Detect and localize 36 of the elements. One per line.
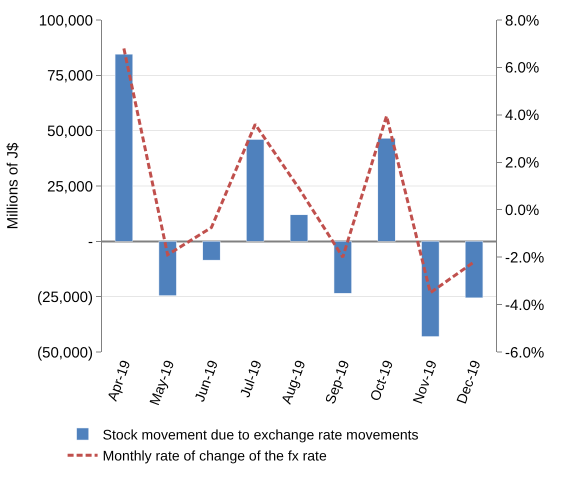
x-tick-label: Jun-19 [191, 358, 221, 404]
y2-tick-label: -2.0% [505, 249, 544, 266]
x-tick-label: Sep-19 [322, 358, 352, 406]
bar [290, 214, 308, 242]
x-tick-label: Oct-19 [366, 358, 396, 403]
legend-label: Monthly rate of change of the fx rate [102, 448, 327, 464]
y2-tick-label: 8.0% [505, 12, 540, 30]
y2-tick-label: -6.0% [505, 344, 544, 362]
y-tick-label: 25,000 [47, 178, 93, 196]
y-tick-label: (25,000) [37, 288, 93, 306]
y-tick-label: 100,000 [38, 12, 93, 30]
x-tick-label: Dec-19 [453, 358, 484, 406]
x-tick-label: Aug-19 [278, 358, 308, 406]
y2-tick-label: -4.0% [505, 296, 544, 314]
y-tick-label: 50,000 [47, 122, 93, 140]
y-tick-label: (50,000) [37, 344, 93, 362]
y2-tick-label: 6.0% [505, 60, 540, 77]
y2-tick-label: 0.0% [505, 202, 540, 219]
y-tick-label: - [88, 234, 93, 251]
y2-tick-label: 2.0% [505, 154, 540, 172]
line-series [122, 46, 476, 294]
bar [378, 138, 396, 242]
x-tick-label: Apr-19 [104, 358, 134, 403]
bar [421, 241, 440, 337]
bar [334, 241, 352, 294]
bar [202, 241, 220, 260]
bar [158, 241, 177, 296]
bar [465, 241, 484, 298]
x-tick-label: Jul-19 [236, 358, 265, 400]
legend-label: Stock movement due to exchange rate movements [102, 426, 419, 442]
x-tick-label: Nov-19 [409, 358, 440, 406]
bar [114, 54, 133, 242]
bar [246, 139, 264, 242]
y-axis-title: Millions of J$ [4, 142, 22, 230]
y-tick-label: 75,000 [47, 68, 93, 85]
y2-tick-label: 4.0% [505, 107, 540, 124]
